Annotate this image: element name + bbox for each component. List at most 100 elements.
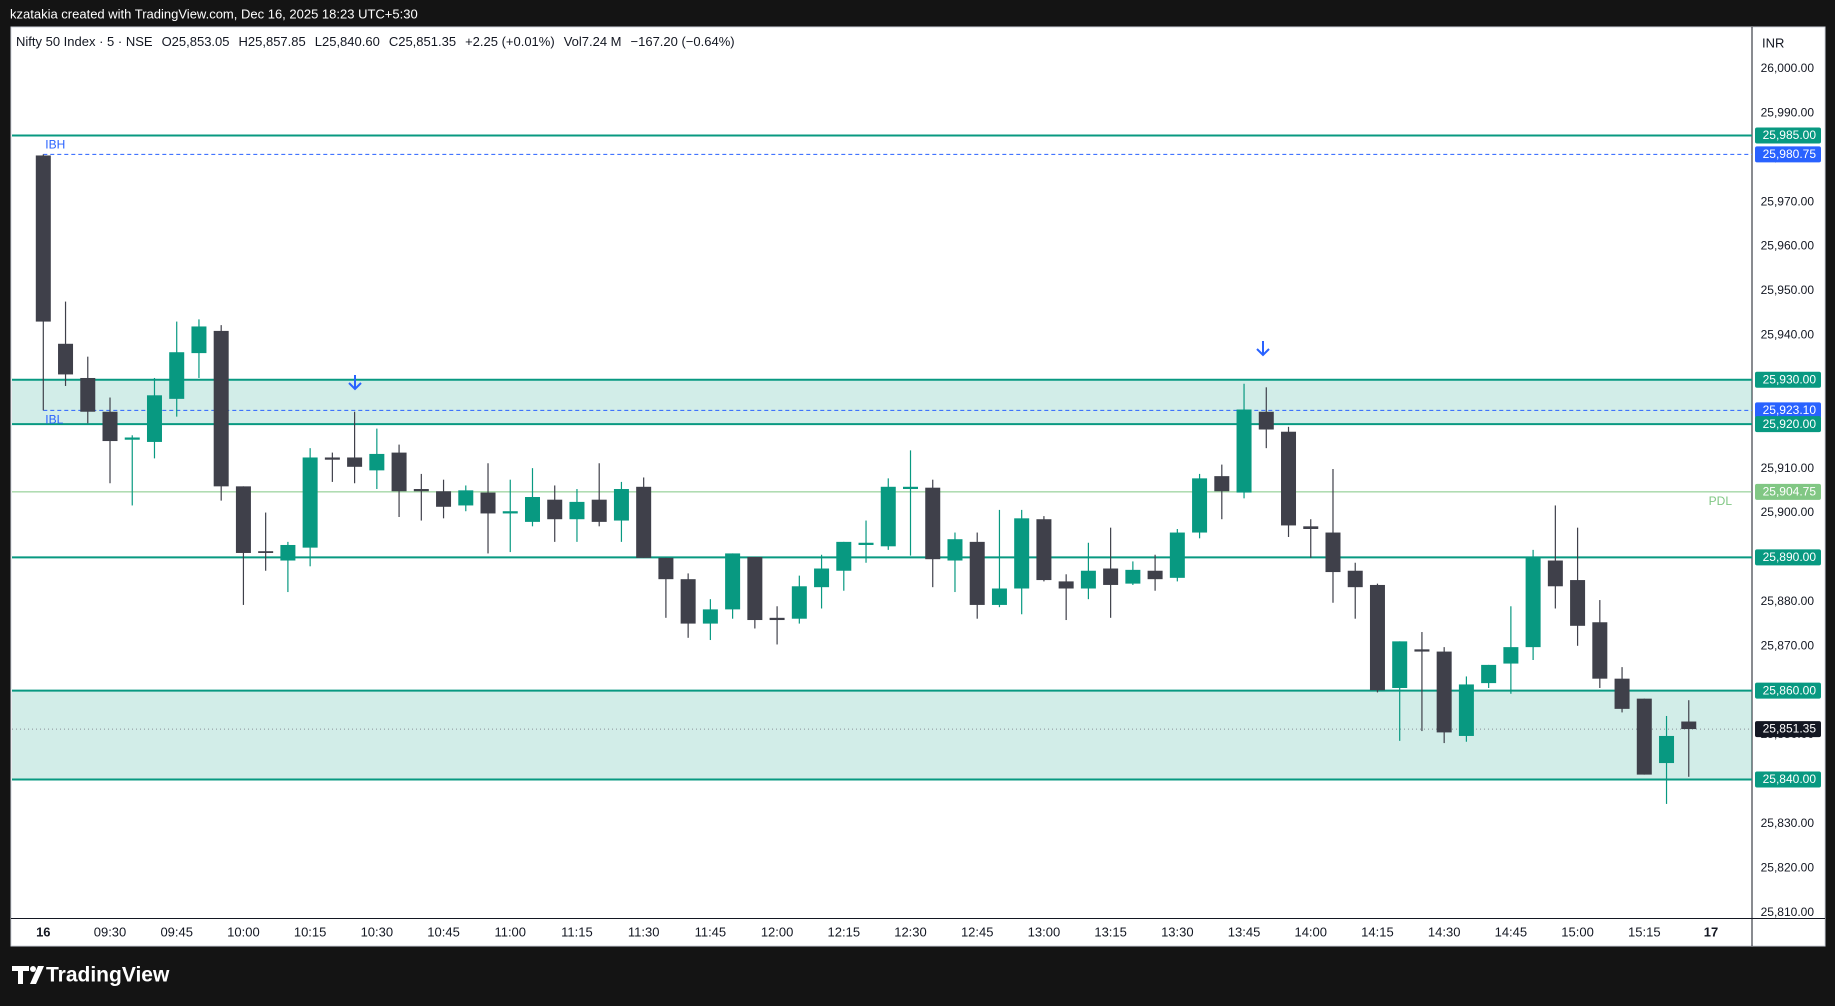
brand: TradingView bbox=[46, 964, 170, 987]
logo-icon bbox=[12, 966, 44, 984]
candle-body bbox=[925, 487, 941, 560]
signal-arrow bbox=[348, 375, 362, 391]
candle-body bbox=[1347, 570, 1363, 588]
y-tick-label: 25,810.00 bbox=[1761, 905, 1815, 919]
x-tick-label: 10:30 bbox=[361, 924, 394, 939]
legend-value: +2.25 (+0.01%) bbox=[465, 34, 555, 49]
candle-body bbox=[1303, 526, 1319, 529]
candle-body bbox=[458, 490, 474, 506]
x-tick-label: 17 bbox=[1704, 924, 1718, 939]
candle-body bbox=[1570, 580, 1586, 626]
currency: INR bbox=[1762, 35, 1784, 50]
candle-body bbox=[235, 486, 251, 553]
x-tick-label: 10:15 bbox=[294, 924, 327, 939]
symbol-legend: Nifty 50 Index · 5 · NSE O25,853.05 H25,85… bbox=[16, 34, 735, 49]
candle-body bbox=[569, 501, 585, 520]
candle-body bbox=[1414, 649, 1430, 652]
candle-body bbox=[369, 453, 385, 471]
candle-body bbox=[1258, 411, 1274, 430]
x-tick-label: 11:45 bbox=[695, 924, 727, 939]
candle-body bbox=[1236, 409, 1252, 493]
candle-body bbox=[1169, 532, 1185, 578]
logo-dot bbox=[30, 966, 36, 972]
candle-body bbox=[1681, 721, 1697, 730]
candle-body bbox=[258, 551, 274, 553]
candle-body bbox=[324, 457, 340, 460]
candle-body bbox=[1125, 569, 1141, 584]
candle-body bbox=[791, 586, 807, 619]
candle-body bbox=[1147, 570, 1163, 580]
x-tick-label: 14:30 bbox=[1428, 924, 1461, 939]
price-badge bbox=[1755, 483, 1821, 500]
signal-arrow bbox=[1256, 341, 1270, 357]
y-tick-label: 25,880.00 bbox=[1761, 594, 1815, 608]
logo: TradingView bbox=[12, 964, 170, 987]
legend-value: Vol7.24 M bbox=[563, 34, 622, 49]
candle-body bbox=[302, 457, 318, 548]
candle-body bbox=[702, 609, 718, 624]
x-tick-label: 11:30 bbox=[628, 924, 660, 939]
x-tick-label: 14:45 bbox=[1495, 924, 1528, 939]
candle-body bbox=[1080, 570, 1096, 589]
candle-body bbox=[1436, 651, 1452, 733]
x-tick-label: 09:45 bbox=[160, 924, 193, 939]
price-badge-label: 25,890.00 bbox=[1763, 550, 1817, 564]
level-name: IBL bbox=[45, 413, 63, 427]
candle-body bbox=[991, 588, 1007, 605]
candle-body bbox=[1014, 518, 1030, 589]
price-badge bbox=[1755, 416, 1821, 433]
x-tick-label: 10:45 bbox=[427, 924, 460, 939]
price-badge-label: 25,980.75 bbox=[1763, 147, 1817, 161]
y-tick-label: 25,950.00 bbox=[1761, 283, 1815, 297]
candle-body bbox=[502, 511, 518, 514]
candle-body bbox=[1281, 431, 1297, 526]
x-tick-label: 15:00 bbox=[1561, 924, 1594, 939]
price-badge bbox=[1755, 721, 1821, 738]
candle-body bbox=[1592, 622, 1608, 679]
x-tick-label: 14:00 bbox=[1294, 924, 1327, 939]
price-badge bbox=[1755, 682, 1821, 699]
candle-body bbox=[1525, 557, 1541, 648]
x-tick-label: 10:00 bbox=[227, 924, 260, 939]
candle-body bbox=[1192, 478, 1208, 533]
price-badge bbox=[1755, 146, 1821, 163]
legend-value: H25,857.85 bbox=[238, 34, 306, 49]
candle-body bbox=[213, 330, 229, 487]
price-badge-label: 25,930.00 bbox=[1763, 372, 1817, 386]
x-tick-label: 12:00 bbox=[761, 924, 794, 939]
price-badge bbox=[1755, 127, 1821, 144]
x-tick-label: 12:15 bbox=[828, 924, 861, 939]
price-badge bbox=[1755, 371, 1821, 388]
candle-body bbox=[613, 489, 629, 521]
x-tick-label: 13:45 bbox=[1228, 924, 1261, 939]
candle-body bbox=[858, 542, 874, 545]
x-tick-label: 12:30 bbox=[894, 924, 927, 939]
legend-value: O25,853.05 bbox=[161, 34, 230, 49]
candle-body bbox=[524, 497, 540, 522]
candle-body bbox=[1103, 568, 1119, 585]
candle-body bbox=[102, 411, 118, 442]
y-tick-label: 25,940.00 bbox=[1761, 328, 1815, 342]
candle-body bbox=[591, 499, 607, 522]
y-tick-label: 25,870.00 bbox=[1761, 638, 1815, 652]
candle-body bbox=[413, 489, 429, 492]
price-badge bbox=[1755, 771, 1821, 788]
candle-body bbox=[146, 395, 162, 442]
x-tick-label: 14:15 bbox=[1361, 924, 1394, 939]
y-tick-label: 26,000.00 bbox=[1761, 61, 1815, 75]
candle-body bbox=[1058, 581, 1074, 589]
candle-body bbox=[969, 541, 985, 605]
x-tick-label: 13:30 bbox=[1161, 924, 1194, 939]
y-tick-label: 25,820.00 bbox=[1761, 860, 1815, 874]
candle-body bbox=[436, 491, 452, 507]
level-name: IBH bbox=[45, 138, 65, 152]
price-badge bbox=[1755, 549, 1821, 566]
candle-body bbox=[747, 556, 763, 621]
candle-body bbox=[880, 486, 896, 547]
candle-body bbox=[636, 486, 652, 558]
price-badge-label: 25,904.75 bbox=[1763, 485, 1817, 499]
y-tick-label: 25,900.00 bbox=[1761, 505, 1815, 519]
candle-body bbox=[903, 486, 919, 490]
y-tick-label: 25,990.00 bbox=[1761, 105, 1815, 119]
level-name: PDL bbox=[1709, 494, 1733, 508]
